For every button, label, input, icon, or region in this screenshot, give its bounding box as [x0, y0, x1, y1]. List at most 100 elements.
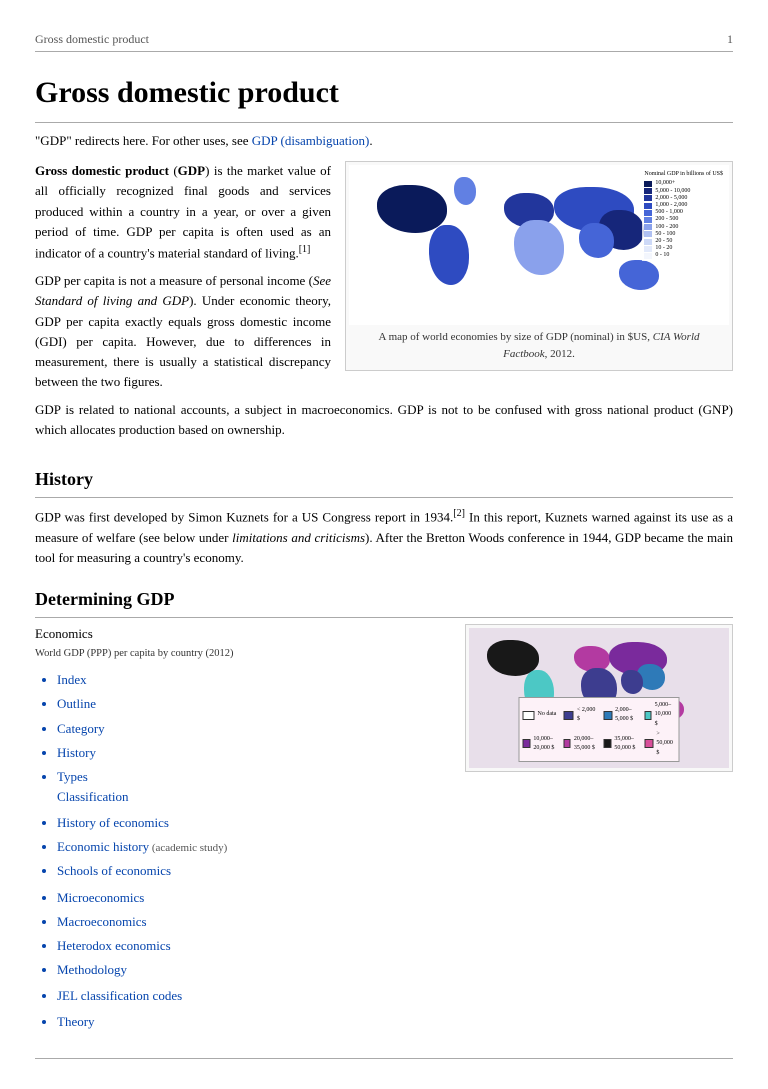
legend-row: No data	[523, 701, 558, 729]
nav-link-item[interactable]: Schools of economics	[57, 861, 733, 881]
legend-row: 100 - 200	[644, 224, 723, 231]
legend-row: 2,000–5,000 $	[604, 701, 639, 729]
nav-link[interactable]: Heterodox economics	[57, 938, 171, 953]
footnote-ref-2[interactable]: [2]	[453, 508, 465, 519]
legend-label: 10 - 20	[655, 245, 672, 252]
disambiguation-link[interactable]: GDP (disambiguation)	[252, 133, 370, 148]
footnote-ref-1[interactable]: [1]	[299, 244, 311, 255]
map-ppp-legend: No data < 2,000 $ 2,000–5,000 $ 5,000–10,00…	[519, 697, 680, 762]
world-map-ppp: No data < 2,000 $ 2,000–5,000 $ 5,000–10,00…	[469, 628, 729, 768]
nav-sublink[interactable]: Classification	[57, 787, 733, 807]
map-figure-ppp: No data < 2,000 $ 2,000–5,000 $ 5,000–10,00…	[465, 624, 733, 772]
nav-link[interactable]: Types	[57, 769, 88, 784]
legend-row: 20,000–35,000 $	[563, 730, 598, 758]
page-title: Gross domestic product	[35, 70, 733, 124]
legend-row: < 2,000 $	[563, 701, 598, 729]
legend-swatch	[644, 181, 652, 187]
nav-link[interactable]: Theory	[57, 1014, 95, 1029]
nav-link-item[interactable]: Macroeconomics	[57, 912, 733, 932]
legend-label: 1,000 - 2,000	[655, 202, 687, 209]
heading-determining-gdp: Determining GDP	[35, 586, 733, 618]
nav-link[interactable]: JEL classification codes	[57, 988, 182, 1003]
legend-label: 500 - 1,000	[655, 209, 683, 216]
legend-swatch	[644, 239, 652, 245]
legend-label: 5,000 - 10,000	[655, 188, 690, 195]
nav-link[interactable]: Schools of economics	[57, 863, 171, 878]
legend-swatch	[644, 210, 652, 216]
nav-link-item[interactable]: History of economics	[57, 813, 733, 833]
legend-swatch	[563, 711, 574, 720]
legend-row: 0 - 10	[644, 252, 723, 259]
nav-link[interactable]: Category	[57, 721, 105, 736]
nav-link-item[interactable]: Microeconomics	[57, 888, 733, 908]
legend-swatch	[644, 739, 653, 748]
legend-swatch	[523, 711, 535, 720]
nav-link[interactable]: Economic history	[57, 839, 149, 854]
legend-swatch	[644, 217, 652, 223]
legend-swatch	[644, 195, 652, 201]
legend-row: 500 - 1,000	[644, 209, 723, 216]
legend-swatch	[644, 246, 652, 252]
legend-label: < 2,000 $	[577, 706, 598, 725]
nav-link-item[interactable]: Types Classification	[57, 767, 733, 807]
legend-label: 2,000 - 5,000	[655, 195, 687, 202]
footer-rule	[35, 1058, 733, 1059]
legend-label: 200 - 500	[655, 216, 678, 223]
nav-link[interactable]: Index	[57, 672, 87, 687]
legend-swatch	[563, 739, 571, 748]
world-map-nominal: Nominal GDP in billions of US$ 10,000+5,…	[349, 165, 729, 325]
map-region	[579, 223, 614, 258]
determining-section: No data < 2,000 $ 2,000–5,000 $ 5,000–10,00…	[35, 624, 733, 1039]
legend-label: 0 - 10	[655, 252, 669, 259]
legend-row: 10,000–20,000 $	[523, 730, 558, 758]
legend-label: 20 - 50	[655, 238, 672, 245]
legend-label: 10,000+	[655, 180, 675, 187]
legend-label: No data	[538, 710, 557, 719]
intro-paragraph-3: GDP is related to national accounts, a s…	[35, 400, 733, 440]
legend-label: 100 - 200	[655, 224, 678, 231]
legend-row: > 50,000 $	[644, 730, 676, 758]
nav-link[interactable]: History of economics	[57, 815, 169, 830]
legend-label: 20,000–35,000 $	[574, 735, 598, 754]
nav-link-item[interactable]: Theory	[57, 1012, 733, 1032]
legend-label: 2,000–5,000 $	[615, 706, 638, 725]
legend-row: 5,000 - 10,000	[644, 188, 723, 195]
legend-row: 2,000 - 5,000	[644, 195, 723, 202]
nav-link[interactable]: Microeconomics	[57, 890, 144, 905]
legend-swatch	[604, 711, 613, 720]
legend-label: 5,000–10,000 $	[655, 701, 676, 729]
legend-swatch	[523, 739, 531, 748]
legend-swatch	[604, 739, 612, 748]
nav-link-item[interactable]: Heterodox economics	[57, 936, 733, 956]
legend-row: 50 - 100	[644, 231, 723, 238]
legend-row: 1,000 - 2,000	[644, 202, 723, 209]
nav-link[interactable]: History	[57, 745, 96, 760]
legend-swatch	[644, 253, 652, 259]
page-number: 1	[727, 30, 733, 49]
nav-link-item[interactable]: JEL classification codes	[57, 986, 733, 1006]
nav-link[interactable]: Outline	[57, 696, 96, 711]
legend-row: 5,000–10,000 $	[644, 701, 676, 729]
nav-link-item[interactable]: Economic history (academic study)	[57, 837, 733, 857]
nav-link[interactable]: Macroeconomics	[57, 914, 147, 929]
history-section: GDP was first developed by Simon Kuznets…	[35, 506, 733, 568]
map-region	[619, 260, 659, 290]
map-region	[454, 177, 476, 205]
map-caption: A map of world economies by size of GDP …	[349, 325, 729, 367]
page-header: Gross domestic product 1	[35, 30, 733, 52]
legend-label: > 50,000 $	[656, 730, 675, 758]
heading-history: History	[35, 466, 733, 498]
map-region	[429, 225, 469, 285]
legend-swatch	[644, 224, 652, 230]
map-legend: Nominal GDP in billions of US$ 10,000+5,…	[642, 169, 725, 261]
nav-links-group-3: Microeconomics Macroeconomics Heterodox ec…	[35, 888, 733, 981]
nav-link-item[interactable]: Methodology	[57, 960, 733, 980]
map-figure-nominal-gdp: Nominal GDP in billions of US$ 10,000+5,…	[345, 161, 733, 371]
legend-label: 10,000–20,000 $	[533, 735, 557, 754]
history-paragraph: GDP was first developed by Simon Kuznets…	[35, 506, 733, 568]
running-title: Gross domestic product	[35, 30, 149, 49]
legend-row: 35,000–50,000 $	[604, 730, 639, 758]
nav-link[interactable]: Methodology	[57, 962, 127, 977]
map-region	[621, 670, 643, 694]
legend-swatch	[644, 203, 652, 209]
